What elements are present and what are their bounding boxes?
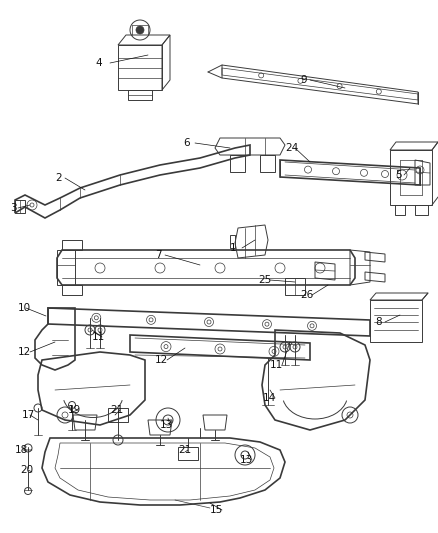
Text: 13: 13 [240,455,253,465]
Text: 10: 10 [18,303,31,313]
Text: 26: 26 [300,290,313,300]
Text: 4: 4 [95,58,102,68]
Text: 3: 3 [10,203,17,213]
Text: 12: 12 [155,355,168,365]
Text: 8: 8 [375,317,381,327]
Text: 11: 11 [92,332,105,342]
Text: 9: 9 [300,75,307,85]
Text: 6: 6 [183,138,190,148]
Text: 24: 24 [285,143,298,153]
Text: 12: 12 [18,347,31,357]
Text: 20: 20 [20,465,33,475]
Text: 1: 1 [230,243,237,253]
Text: 18: 18 [15,445,28,455]
Text: 21: 21 [178,445,191,455]
Circle shape [136,26,144,34]
Text: 14: 14 [263,393,276,403]
Text: 19: 19 [68,405,81,415]
Text: 13: 13 [160,420,173,430]
Text: 21: 21 [110,405,123,415]
Text: 5: 5 [395,170,402,180]
Text: 17: 17 [22,410,35,420]
Text: 25: 25 [258,275,271,285]
Text: 11: 11 [270,360,283,370]
Text: 15: 15 [210,505,223,515]
Text: 2: 2 [55,173,62,183]
Text: 7: 7 [155,250,162,260]
